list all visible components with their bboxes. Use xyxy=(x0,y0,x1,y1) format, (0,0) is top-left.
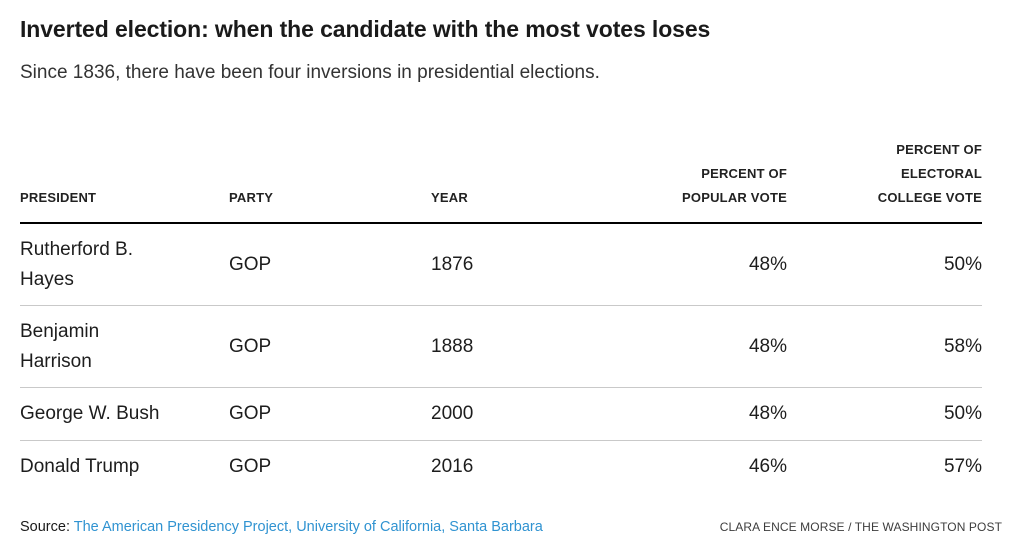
cell-electoral-vote: 58% xyxy=(787,305,982,389)
cell-party: GOP xyxy=(229,455,272,477)
cell-president: Donald Trump xyxy=(20,455,140,477)
table-row: Donald Trump GOP 2016 46% 57% xyxy=(20,440,982,492)
cell-president: Rutherford B. Hayes xyxy=(20,223,229,307)
source-link[interactable]: The American Presidency Project, Univers… xyxy=(73,519,543,536)
table-row: Benjamin Harrison GOP 1888 48% 58% xyxy=(20,305,982,389)
footer: Source: The American Presidency Project,… xyxy=(20,519,1002,535)
cell-party: GOP xyxy=(229,387,431,441)
source-label: Source: xyxy=(20,519,70,536)
cell-president: George W. Bush xyxy=(20,387,229,441)
page-title: Inverted election: when the candidate wi… xyxy=(20,16,711,42)
table-row: Rutherford B. Hayes GOP 1876 48% 50% xyxy=(20,223,982,307)
column-header-electoral-vote: PERCENT OF ELECTORAL COLLEGE VOTE xyxy=(787,138,982,225)
column-header-year: YEAR xyxy=(431,138,601,225)
cell-electoral-vote: 50% xyxy=(787,223,982,307)
byline: CLARA ENCE MORSE / THE WASHINGTON POST xyxy=(719,520,1002,535)
cell-party: GOP xyxy=(229,305,431,389)
cell-popular-vote: 48% xyxy=(601,223,787,307)
page-subtitle: Since 1836, there have been four inversi… xyxy=(20,61,600,83)
header-row: PRESIDENT PARTY YEAR PERCENT OF POPULAR … xyxy=(20,138,982,225)
cell-popular-vote: 48% xyxy=(601,387,787,441)
cell-president: Benjamin Harrison xyxy=(20,305,229,389)
cell-electoral-vote: 50% xyxy=(787,387,982,441)
cell-popular-vote: 46% xyxy=(748,455,787,477)
table-row: George W. Bush GOP 2000 48% 50% xyxy=(20,387,982,441)
cell-year: 2000 xyxy=(431,387,601,441)
column-header-popular-vote: PERCENT OF POPULAR VOTE xyxy=(601,138,787,225)
column-header-party: PARTY xyxy=(229,138,431,225)
cell-year: 1876 xyxy=(431,223,601,307)
cell-popular-vote: 48% xyxy=(601,305,787,389)
inversions-table: PRESIDENT PARTY YEAR PERCENT OF POPULAR … xyxy=(20,138,982,492)
cell-year: 1888 xyxy=(431,305,601,389)
cell-electoral-vote: 57% xyxy=(943,455,982,477)
cell-party: GOP xyxy=(229,223,431,307)
source-note: Source: The American Presidency Project,… xyxy=(20,519,543,535)
cell-year: 2016 xyxy=(431,455,474,477)
column-header-president: PRESIDENT xyxy=(20,138,229,225)
